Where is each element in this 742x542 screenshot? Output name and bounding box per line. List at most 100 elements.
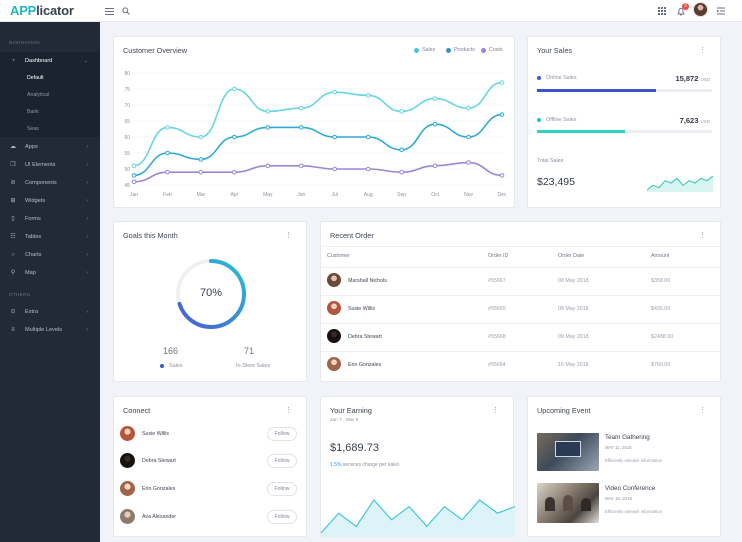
x-tick-label: Jul <box>332 192 338 198</box>
chevron-right-icon: › <box>86 143 88 150</box>
sparkline-line <box>647 175 713 191</box>
data-point <box>399 169 404 175</box>
order-id: #55668 <box>488 334 506 340</box>
more-options-icon[interactable]: ⋮ <box>285 232 292 239</box>
chevron-right-icon: › <box>86 161 88 168</box>
connect-title: Connect <box>123 406 151 415</box>
your-earning-title: Your Earning <box>330 406 372 415</box>
laptop-screen-icon <box>555 441 581 457</box>
offline-sales-dot <box>537 118 541 122</box>
more-options-icon[interactable]: ⋮ <box>699 407 706 414</box>
series-line-costs <box>133 161 503 183</box>
more-options-icon[interactable]: ⋮ <box>699 232 706 239</box>
more-options-icon[interactable]: ⋮ <box>699 47 706 54</box>
connect-card: Connect ⋮ Susie Willis Follow Debra Stew… <box>113 396 307 537</box>
sidebar-item-tables[interactable]: ☷ Tables › <box>0 228 100 245</box>
column-header-customer: Customer <box>327 253 350 259</box>
sidebar-section-navigation: NAVIGATION <box>9 40 41 45</box>
notification-bell-icon[interactable] <box>674 4 688 18</box>
divider <box>321 267 720 268</box>
sidebar-subitem-bank[interactable]: Bank <box>0 103 100 120</box>
data-point <box>298 163 304 169</box>
data-point <box>332 134 338 140</box>
sidebar-item-map[interactable]: ⚲ Map › <box>0 264 100 281</box>
data-point <box>466 105 471 111</box>
earning-change-text: services charge per sales <box>342 462 400 468</box>
earning-sparkline <box>321 499 515 537</box>
apps-grid-icon[interactable] <box>655 4 669 18</box>
online-sales-progress-fill <box>537 89 656 92</box>
data-point <box>265 125 271 130</box>
sidebar-item-ui-elements[interactable]: ❐ UI Elements › <box>0 156 100 173</box>
person-silhouette-icon <box>545 497 555 511</box>
sidebar-section-others: OTHERS <box>9 292 31 297</box>
sidebar-item-label: Map <box>25 269 36 276</box>
data-point <box>165 125 170 130</box>
data-point <box>365 93 371 98</box>
search-icon[interactable] <box>119 4 133 18</box>
sidebar-item-forms[interactable]: ▯ Forms › <box>0 210 100 227</box>
more-options-icon[interactable]: ⋮ <box>285 407 292 414</box>
follow-button[interactable]: Follow <box>267 510 297 524</box>
order-date: 09 May 2018 <box>558 334 589 340</box>
sidebar-item-widgets[interactable]: ⊞ Widgets › <box>0 192 100 209</box>
data-point <box>466 160 471 165</box>
data-point <box>432 96 438 101</box>
your-earning-card: Your Earning ⋮ Jan 7 - Mar 6 $1,689.73 1… <box>320 396 515 537</box>
sidebar-item-multiple-levels[interactable]: ≡ Multiple Levels › <box>0 321 100 338</box>
data-point <box>131 163 137 169</box>
person-silhouette-icon <box>563 495 573 511</box>
earning-change-percent: 1.5% <box>330 462 342 468</box>
y-tick-label: 75 <box>124 87 130 93</box>
person-name: Susie Willis <box>142 431 170 437</box>
table-icon: ☷ <box>10 234 16 240</box>
divider <box>321 323 720 324</box>
order-amount: $435.00 <box>651 306 671 312</box>
event-description: Efficiently unleash information <box>605 458 663 463</box>
chevron-right-icon: › <box>86 215 88 222</box>
online-sales-unit: USD <box>700 77 710 82</box>
cloud-icon: ☁ <box>10 144 16 150</box>
series-line-products <box>133 113 503 177</box>
menu-toggle-icon[interactable] <box>102 4 116 18</box>
app-logo[interactable]: APPlicator <box>10 3 74 18</box>
upcoming-event-title: Upcoming Event <box>537 406 591 415</box>
user-avatar[interactable] <box>693 2 708 17</box>
sidebar-item-components[interactable]: ⊘ Components › <box>0 174 100 191</box>
sales-count: 166 <box>163 346 179 356</box>
chevron-right-icon: › <box>86 197 88 204</box>
avatar <box>120 426 135 441</box>
follow-button[interactable]: Follow <box>267 482 297 496</box>
sidebar-subitem-default[interactable]: Default <box>0 69 100 86</box>
legend-costs[interactable]: Costs <box>481 47 503 53</box>
avatar <box>327 301 341 315</box>
legend-sales[interactable]: Sales <box>414 47 435 53</box>
sidebar-item-apps[interactable]: ☁ Apps › <box>0 138 100 155</box>
instore-count: 71 <box>244 346 255 356</box>
collapse-panel-icon[interactable] <box>714 4 728 18</box>
x-tick-label: Jan <box>130 192 138 198</box>
online-sales-label: Online Sales <box>546 75 577 81</box>
sidebar-item-label: Charts <box>25 251 42 258</box>
person-name: Debra Stewart <box>142 458 176 464</box>
sidebar-subitem-analytical[interactable]: Analytical <box>0 86 100 103</box>
data-point <box>365 166 371 172</box>
legend-sales-dot <box>414 47 419 53</box>
order-amount: $2488.00 <box>651 334 674 340</box>
sidebar-subitem-seas[interactable]: Seas <box>0 120 100 137</box>
sparkline-area <box>647 176 713 192</box>
sidebar-item-extra[interactable]: ⊙ Extra › <box>0 303 100 320</box>
column-header-order-date: Order Date <box>558 253 585 259</box>
sidebar-item-charts[interactable]: ○ Charts › <box>0 246 100 263</box>
sidebar-item-dashboard[interactable]: ◔ Dashboard ⌄ <box>0 52 100 69</box>
legend-products[interactable]: Products <box>446 47 475 53</box>
avatar <box>120 481 135 496</box>
more-options-icon[interactable]: ⋮ <box>492 407 499 414</box>
sidebar-item-label: Components <box>25 179 57 186</box>
divider <box>321 246 720 247</box>
person-name: Erin Gonzales <box>142 486 176 492</box>
follow-button[interactable]: Follow <box>267 454 297 468</box>
ring-progress <box>176 259 246 329</box>
follow-button[interactable]: Follow <box>267 427 297 441</box>
avatar <box>120 453 135 468</box>
